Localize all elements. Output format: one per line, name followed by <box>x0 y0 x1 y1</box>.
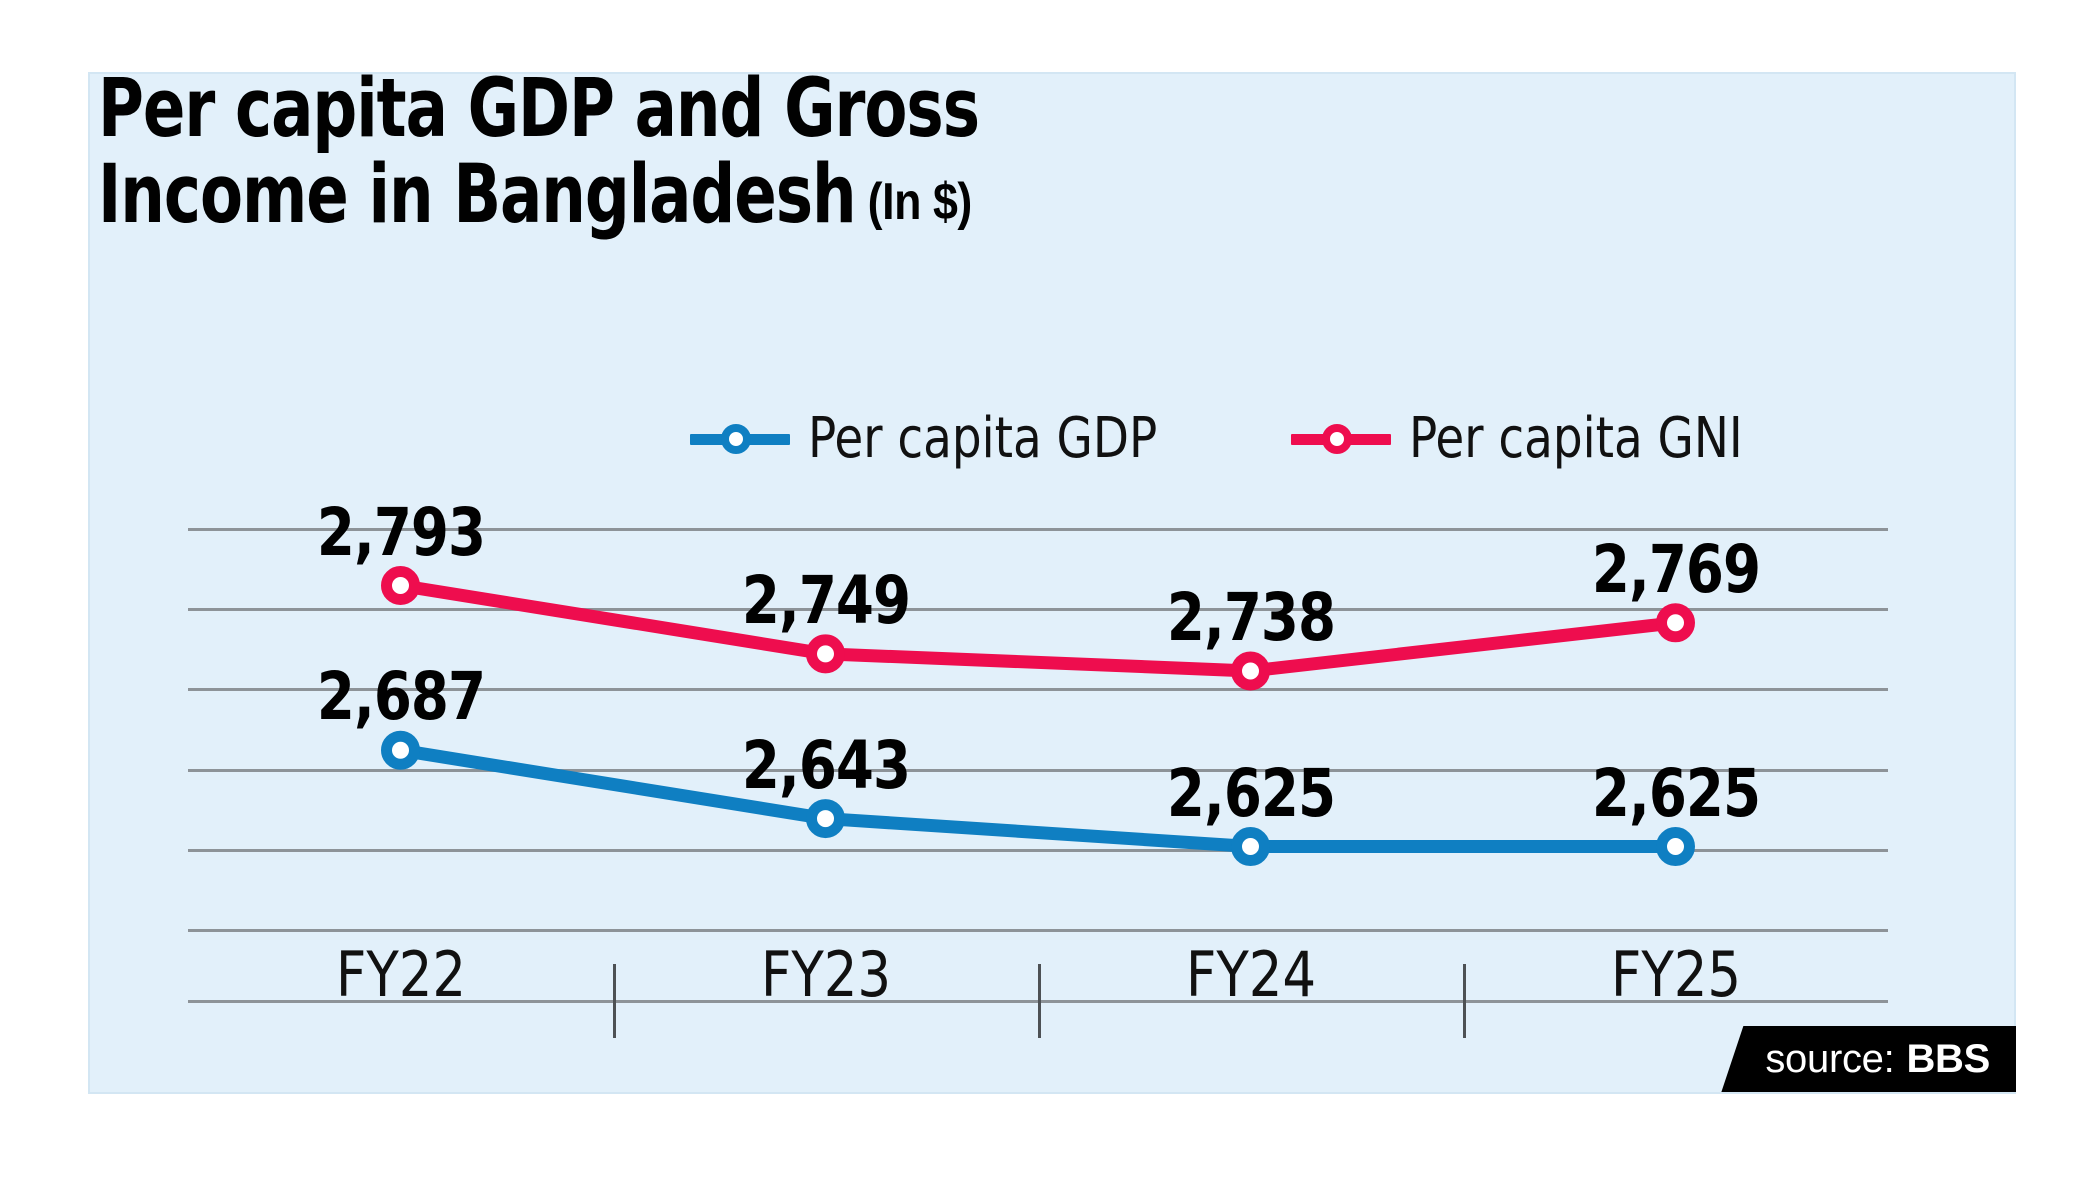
data-label: 2,769 <box>1591 530 1760 608</box>
source-prefix: source: <box>1765 1036 1895 1081</box>
gridline <box>188 608 1888 612</box>
data-point-marker[interactable] <box>381 730 420 770</box>
series-line-gdp <box>394 743 1682 854</box>
x-axis-tick <box>1038 964 1041 1038</box>
page-title-unit: (In $) <box>867 173 973 231</box>
page-title-line-2-text: Income in Bangladesh <box>98 148 857 242</box>
chart-x-axis: FY22 FY23 FY24 FY25 <box>188 938 1888 1018</box>
gridline <box>188 929 1888 932</box>
gridline <box>188 688 1888 692</box>
page-title-line-1: Per capita GDP and Gross <box>98 62 980 156</box>
chart-plot-area: 2,687 2,643 2,625 2,625 2,793 2,749 2,738 2,769 <box>188 494 1888 1038</box>
x-axis-tick <box>1463 964 1466 1038</box>
gridline <box>188 848 1888 852</box>
legend-item-gni[interactable]: Per capita GNI <box>1291 406 1768 471</box>
data-label: 2,749 <box>741 561 910 639</box>
legend-marker-gni-icon <box>1291 419 1392 459</box>
x-axis-label-fy23: FY23 <box>760 938 891 1011</box>
data-label: 2,793 <box>316 493 485 571</box>
chart-series-layer <box>381 565 1695 867</box>
data-label: 2,687 <box>316 658 485 736</box>
data-label: 2,625 <box>1591 754 1760 832</box>
x-axis-label-fy24: FY24 <box>1185 938 1316 1011</box>
data-label: 2,738 <box>1166 578 1335 656</box>
gridline <box>188 528 1888 531</box>
x-axis-label-fy25: FY25 <box>1610 938 1741 1011</box>
data-point-marker[interactable] <box>1656 827 1695 867</box>
data-point-marker[interactable] <box>806 799 845 839</box>
x-axis-tick <box>613 964 616 1038</box>
legend-item-gdp[interactable]: Per capita GDP <box>690 406 1183 471</box>
legend-label-gdp: Per capita GDP <box>808 406 1158 471</box>
data-label: 2,625 <box>1166 754 1335 832</box>
data-point-marker[interactable] <box>381 565 420 605</box>
chart-legend: Per capita GDP Per capita GNI <box>690 406 1768 471</box>
data-point-marker[interactable] <box>806 634 845 674</box>
chart-title-block: Per capita GDP and Gross Income in Bangl… <box>98 66 1598 248</box>
data-point-marker[interactable] <box>1656 603 1695 643</box>
gridline <box>188 768 1888 772</box>
data-point-marker[interactable] <box>1231 827 1270 867</box>
data-point-marker[interactable] <box>1231 651 1270 691</box>
data-label: 2,643 <box>741 726 910 804</box>
legend-marker-gdp-icon <box>690 419 790 459</box>
source-badge: source: BBS <box>1721 1026 2016 1092</box>
series-line-gni <box>394 578 1682 678</box>
x-axis-label-fy22: FY22 <box>335 938 466 1011</box>
source-organization: BBS <box>1906 1036 1990 1081</box>
page-title-line-2: Income in Bangladesh (In $) <box>98 152 1388 248</box>
legend-label-gni: Per capita GNI <box>1409 406 1744 471</box>
